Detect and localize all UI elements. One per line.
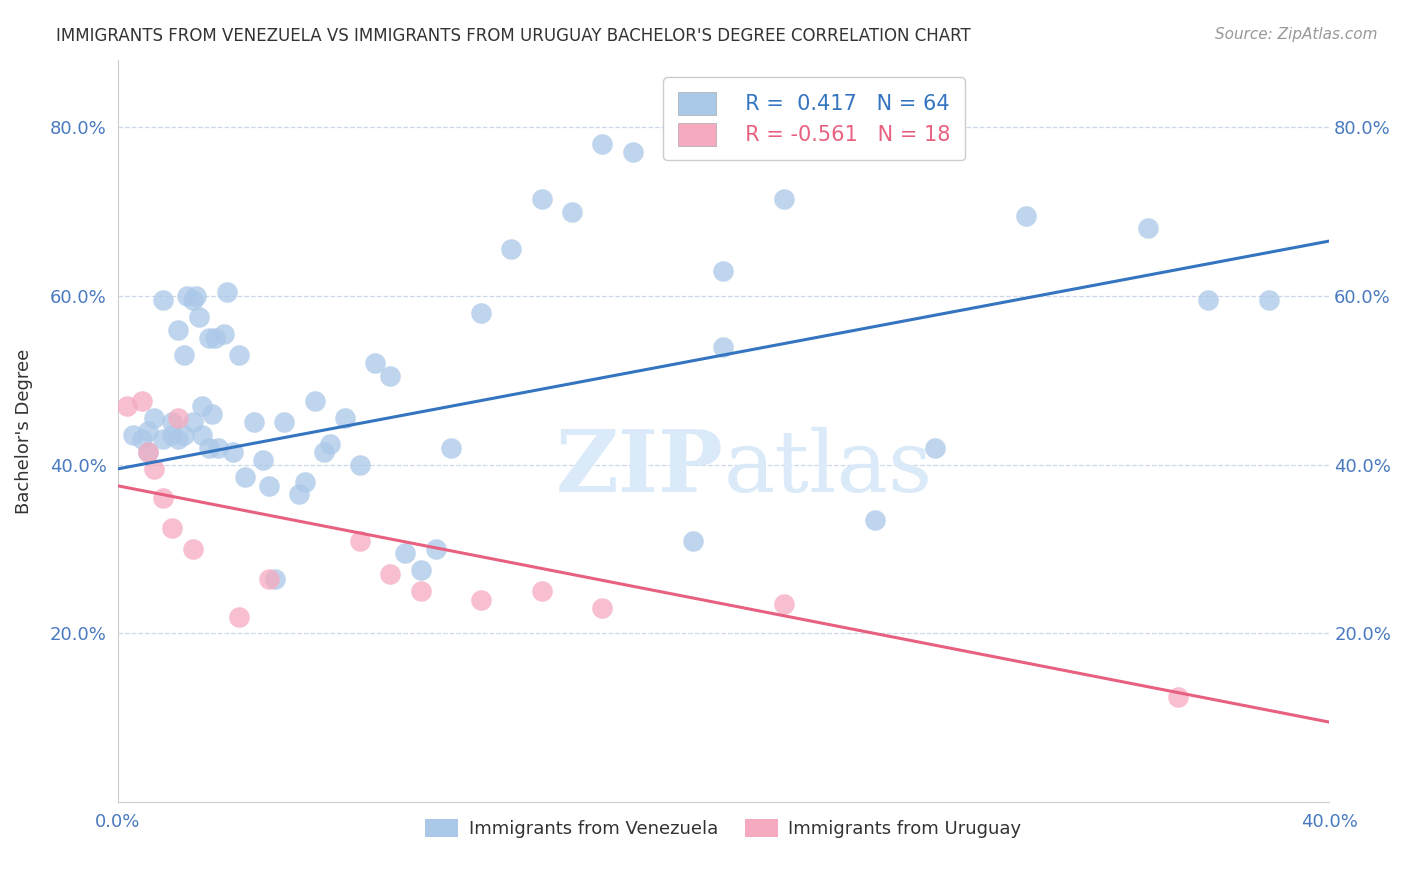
- Y-axis label: Bachelor's Degree: Bachelor's Degree: [15, 348, 32, 514]
- Point: [273, 416, 295, 430]
- Point: [173, 428, 195, 442]
- Point: [204, 331, 226, 345]
- Point: [183, 416, 205, 430]
- Point: [200, 407, 222, 421]
- Point: [294, 475, 316, 489]
- Point: [1015, 209, 1038, 223]
- Text: atlas: atlas: [724, 426, 932, 509]
- Point: [773, 192, 796, 206]
- Point: [160, 521, 183, 535]
- Point: [228, 609, 250, 624]
- Point: [682, 533, 704, 548]
- Point: [425, 542, 447, 557]
- Point: [1167, 690, 1189, 704]
- Point: [191, 428, 214, 442]
- Point: [1197, 293, 1219, 307]
- Point: [152, 491, 174, 506]
- Text: Source: ZipAtlas.com: Source: ZipAtlas.com: [1215, 27, 1378, 42]
- Point: [191, 399, 214, 413]
- Point: [773, 597, 796, 611]
- Text: IMMIGRANTS FROM VENEZUELA VS IMMIGRANTS FROM URUGUAY BACHELOR'S DEGREE CORRELATI: IMMIGRANTS FROM VENEZUELA VS IMMIGRANTS …: [56, 27, 972, 45]
- Point: [188, 310, 211, 324]
- Point: [264, 572, 287, 586]
- Point: [183, 293, 205, 307]
- Legend: Immigrants from Venezuela, Immigrants from Uruguay: Immigrants from Venezuela, Immigrants fr…: [418, 812, 1029, 846]
- Point: [591, 601, 613, 615]
- Point: [364, 356, 387, 370]
- Point: [561, 204, 583, 219]
- Point: [243, 416, 266, 430]
- Point: [530, 584, 553, 599]
- Point: [115, 399, 138, 413]
- Point: [197, 441, 219, 455]
- Point: [233, 470, 256, 484]
- Text: ZIP: ZIP: [555, 426, 724, 510]
- Point: [136, 445, 159, 459]
- Point: [173, 348, 195, 362]
- Point: [131, 433, 153, 447]
- Point: [215, 285, 238, 299]
- Point: [409, 584, 432, 599]
- Point: [288, 487, 311, 501]
- Point: [143, 411, 166, 425]
- Point: [1257, 293, 1279, 307]
- Point: [349, 533, 371, 548]
- Point: [257, 479, 280, 493]
- Point: [176, 289, 198, 303]
- Point: [713, 263, 735, 277]
- Point: [304, 394, 326, 409]
- Point: [440, 441, 463, 455]
- Point: [183, 542, 205, 557]
- Point: [394, 546, 416, 560]
- Point: [380, 369, 402, 384]
- Point: [318, 436, 340, 450]
- Point: [591, 136, 613, 151]
- Point: [252, 453, 274, 467]
- Point: [312, 445, 335, 459]
- Point: [167, 323, 190, 337]
- Point: [1136, 221, 1159, 235]
- Point: [621, 145, 644, 160]
- Point: [470, 306, 492, 320]
- Point: [257, 572, 280, 586]
- Point: [131, 394, 153, 409]
- Point: [530, 192, 553, 206]
- Point: [197, 331, 219, 345]
- Point: [160, 428, 183, 442]
- Point: [409, 563, 432, 577]
- Point: [713, 339, 735, 353]
- Point: [333, 411, 356, 425]
- Point: [152, 433, 174, 447]
- Point: [167, 411, 190, 425]
- Point: [152, 293, 174, 307]
- Point: [863, 512, 886, 526]
- Point: [186, 289, 208, 303]
- Point: [222, 445, 245, 459]
- Point: [349, 458, 371, 472]
- Point: [470, 592, 492, 607]
- Point: [136, 424, 159, 438]
- Point: [136, 445, 159, 459]
- Point: [167, 433, 190, 447]
- Point: [380, 567, 402, 582]
- Point: [207, 441, 229, 455]
- Point: [924, 441, 946, 455]
- Point: [212, 326, 235, 341]
- Point: [160, 416, 183, 430]
- Point: [121, 428, 143, 442]
- Point: [228, 348, 250, 362]
- Point: [501, 243, 523, 257]
- Point: [143, 462, 166, 476]
